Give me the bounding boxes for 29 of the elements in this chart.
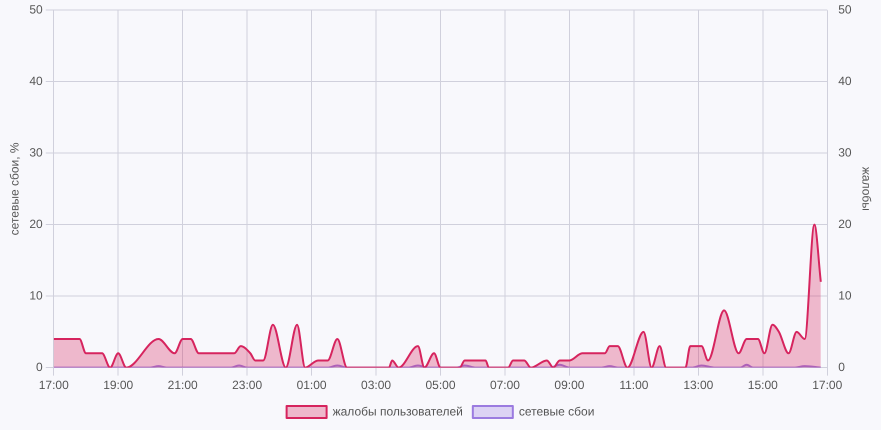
y-tick-label: 30 <box>29 145 44 160</box>
y-tick-label: 0 <box>36 360 44 374</box>
y-tick-label: 50 <box>29 2 44 17</box>
x-tick-label: 03:00 <box>361 378 392 392</box>
y2-tick-label: 0 <box>838 360 846 374</box>
x-tick-label: 17:00 <box>812 378 843 392</box>
x-tick-label: 01:00 <box>296 378 327 392</box>
x-tick-label: 17:00 <box>38 378 70 392</box>
y2-tick-label: 20 <box>838 216 852 231</box>
y-tick-label: 20 <box>29 216 44 231</box>
x-tick-label: 13:00 <box>683 378 714 392</box>
y-axis-title: сетевые сбои, % <box>8 142 22 236</box>
x-tick-label: 23:00 <box>232 378 262 392</box>
y-tick-label: 10 <box>29 288 44 302</box>
x-tick-label: 19:00 <box>103 378 134 392</box>
y2-tick-label: 10 <box>838 288 852 302</box>
legend-label: жалобы пользователей <box>332 404 463 418</box>
y2-axis-title: жалобы <box>859 166 874 211</box>
x-tick-label: 15:00 <box>748 378 778 392</box>
x-tick-label: 11:00 <box>619 378 649 392</box>
legend-label: сетевые сбои <box>518 404 594 418</box>
x-tick-label: 05:00 <box>425 378 456 392</box>
y2-tick-label: 50 <box>838 2 852 17</box>
y2-tick-label: 40 <box>838 74 852 88</box>
x-tick-label: 09:00 <box>554 378 585 392</box>
y2-tick-label: 30 <box>838 145 852 160</box>
y-tick-label: 40 <box>29 74 44 88</box>
x-tick-label: 21:00 <box>168 378 198 392</box>
x-tick-label: 07:00 <box>490 378 520 392</box>
